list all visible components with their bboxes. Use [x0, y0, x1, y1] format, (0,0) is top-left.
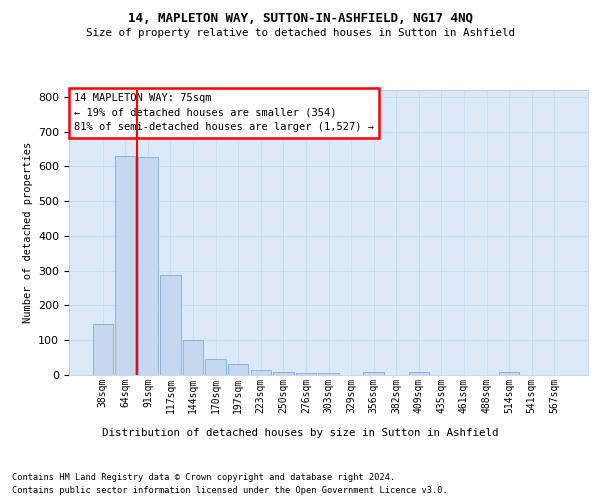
Bar: [228, 364, 248, 375]
Bar: [115, 156, 136, 375]
Bar: [409, 372, 429, 375]
Bar: [319, 373, 338, 375]
Bar: [160, 275, 181, 375]
Bar: [364, 372, 384, 375]
Bar: [138, 156, 158, 375]
Bar: [296, 373, 316, 375]
Text: Distribution of detached houses by size in Sutton in Ashfield: Distribution of detached houses by size …: [102, 428, 498, 438]
Text: 14 MAPLETON WAY: 75sqm
← 19% of detached houses are smaller (354)
81% of semi-de: 14 MAPLETON WAY: 75sqm ← 19% of detached…: [74, 93, 374, 132]
Text: Contains public sector information licensed under the Open Government Licence v3: Contains public sector information licen…: [12, 486, 448, 495]
Bar: [499, 372, 519, 375]
Y-axis label: Number of detached properties: Number of detached properties: [23, 142, 32, 323]
Bar: [273, 372, 293, 375]
Text: Contains HM Land Registry data © Crown copyright and database right 2024.: Contains HM Land Registry data © Crown c…: [12, 472, 395, 482]
Text: Size of property relative to detached houses in Sutton in Ashfield: Size of property relative to detached ho…: [86, 28, 515, 38]
Bar: [183, 340, 203, 375]
Bar: [205, 358, 226, 375]
Bar: [92, 324, 113, 375]
Bar: [251, 370, 271, 375]
Text: 14, MAPLETON WAY, SUTTON-IN-ASHFIELD, NG17 4NQ: 14, MAPLETON WAY, SUTTON-IN-ASHFIELD, NG…: [128, 12, 473, 26]
